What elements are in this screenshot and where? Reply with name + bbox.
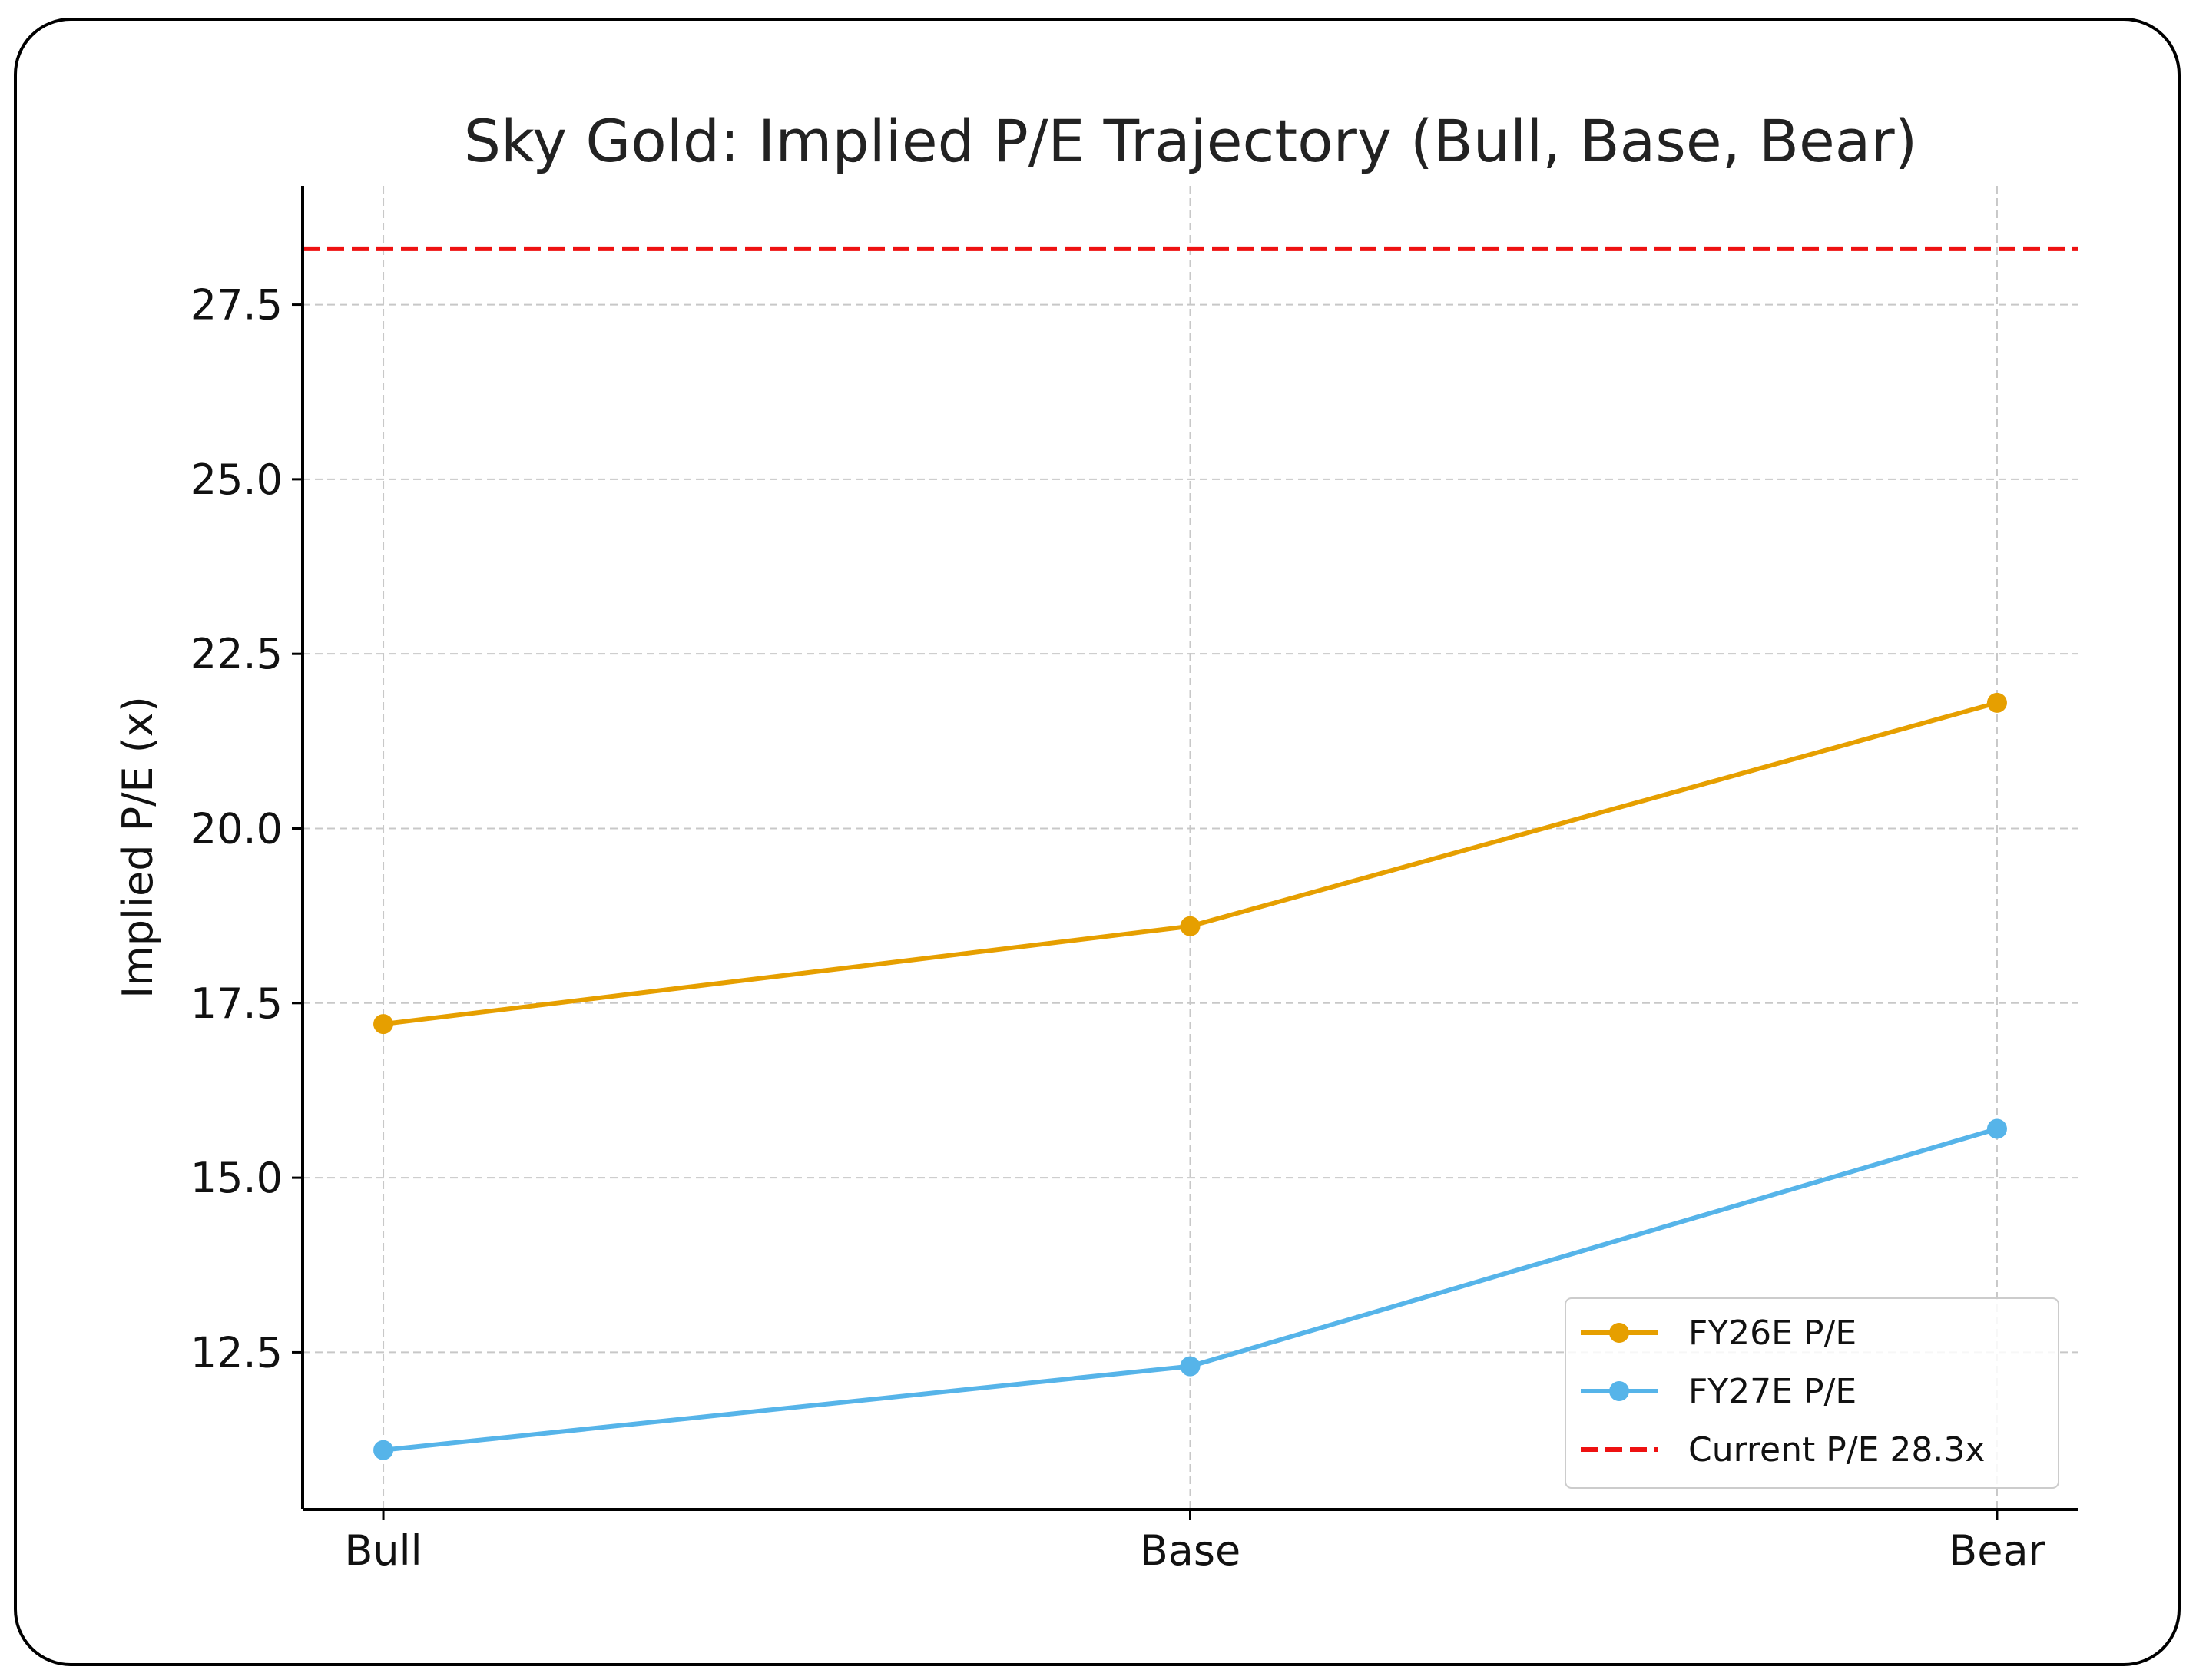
grid — [303, 186, 2078, 1509]
x-tick-label: Bull — [344, 1526, 422, 1575]
y-tick-label: 12.5 — [190, 1328, 283, 1377]
chart-title: Sky Gold: Implied P/E Trajectory (Bull, … — [464, 107, 1918, 175]
legend-label: FY26E P/E — [1688, 1314, 1856, 1353]
legend-label: Current P/E 28.3x — [1688, 1430, 1985, 1470]
y-tick-label: 20.0 — [190, 804, 283, 853]
y-tick-label: 17.5 — [190, 979, 283, 1028]
data-point — [1986, 692, 2007, 713]
legend-marker — [1609, 1381, 1629, 1401]
legend-label: FY27E P/E — [1688, 1372, 1856, 1411]
legend: FY26E P/E FY27E P/E Current P/E 28.3x — [1565, 1297, 2059, 1489]
chart-frame — [14, 18, 2181, 1666]
legend-marker — [1609, 1323, 1629, 1343]
data-point — [373, 1440, 394, 1460]
y-axis-label: Implied P/E (x) — [114, 696, 162, 999]
y-tick-label: 22.5 — [190, 630, 283, 678]
plot-area — [303, 246, 2078, 1460]
y-tick-label: 27.5 — [190, 281, 283, 330]
data-point — [1180, 916, 1201, 936]
axes: 12.5 15.0 17.5 20.0 22.5 25.0 27.5 Bull Base Bear — [190, 186, 2078, 1575]
y-tick-label: 15.0 — [190, 1154, 283, 1202]
y-tick-label: 25.0 — [190, 456, 283, 504]
data-point — [1180, 1356, 1201, 1377]
data-point — [1986, 1118, 2007, 1139]
x-tick-label: Base — [1140, 1526, 1241, 1575]
legend-box — [1565, 1297, 2059, 1489]
x-tick-label: Bear — [1949, 1526, 2045, 1575]
data-point — [373, 1014, 394, 1035]
